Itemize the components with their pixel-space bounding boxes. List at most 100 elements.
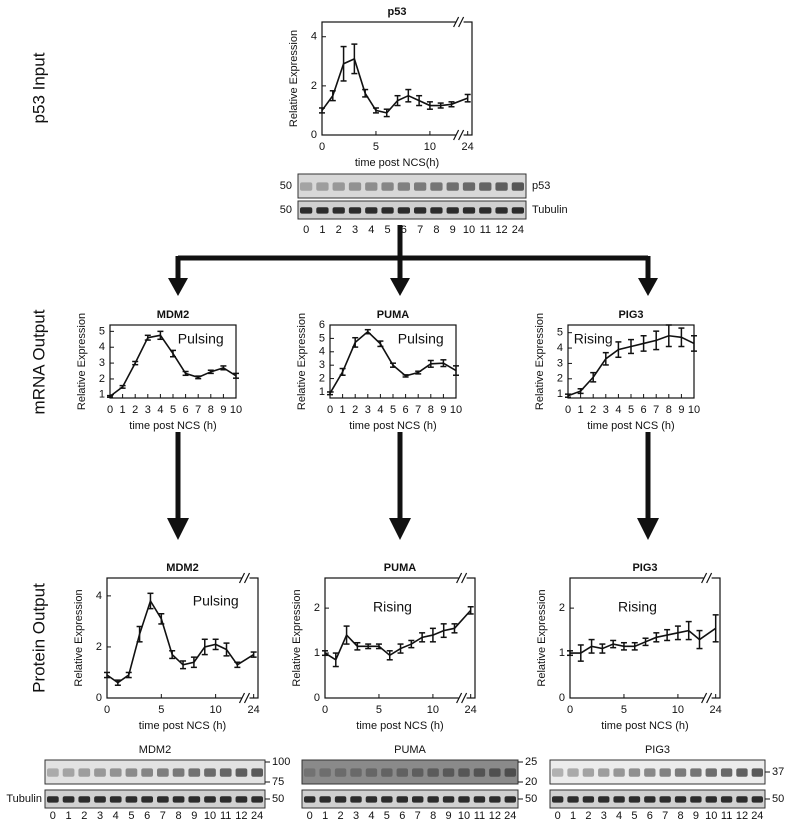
lane-label: 0 [307, 810, 313, 822]
annotation: Pulsing [398, 330, 444, 346]
x-tick-label: 4 [615, 404, 621, 416]
error-bar [352, 336, 359, 348]
lane-label: 8 [176, 810, 182, 822]
x-axis-label: time post NCS (h) [129, 420, 216, 432]
x-tick-label: 24 [248, 704, 260, 716]
blot-band [705, 796, 717, 803]
x-tick-label: 2 [352, 404, 358, 416]
blot-band [251, 768, 263, 777]
error-bar [147, 592, 154, 610]
blot-band [319, 768, 331, 777]
blot-band [446, 207, 459, 214]
marker-label: 50 [772, 793, 784, 805]
blot-band [495, 182, 508, 191]
x-tick-label: 24 [465, 704, 477, 716]
error-bar [405, 88, 412, 103]
axis-break [458, 129, 465, 141]
x-tick-label: 5 [170, 404, 176, 416]
x-tick-label: 9 [678, 404, 684, 416]
y-tick-label: 2 [311, 80, 317, 92]
blot-band [348, 207, 362, 214]
x-tick-label: 5 [376, 704, 382, 716]
blot-band [582, 768, 595, 777]
lane-label: 7 [662, 810, 668, 822]
error-bar [327, 391, 333, 396]
marker-label: 50 [272, 793, 284, 805]
error-bar [351, 43, 358, 75]
y-tick-label: 1 [559, 647, 565, 659]
axis-break-gap [458, 576, 467, 580]
blot-band [109, 768, 122, 777]
blot-band [473, 796, 486, 803]
blot-band [397, 207, 410, 214]
x-tick-label: 10 [688, 404, 700, 416]
x-tick-label: 8 [428, 404, 434, 416]
lane-label: 4 [368, 810, 374, 822]
axis-break-gap [458, 696, 467, 700]
blot-band [462, 182, 476, 191]
x-tick-label: 0 [107, 404, 113, 416]
blot-band [644, 768, 656, 777]
lane-label: 0 [50, 810, 56, 822]
blot-band [62, 768, 75, 777]
blot-band [446, 182, 459, 191]
x-tick-label: 7 [415, 404, 421, 416]
error-bar [464, 93, 471, 103]
error-bar [195, 375, 202, 380]
blot-band [204, 768, 216, 777]
error-bar [588, 638, 595, 654]
blot-band [495, 207, 508, 214]
marker-label: 37 [772, 766, 784, 778]
lane-label: 8 [677, 810, 683, 822]
lane-label: 24 [251, 810, 263, 822]
marker-label: 50 [280, 204, 292, 216]
blot-band [188, 768, 201, 777]
lane-label: 8 [430, 810, 436, 822]
error-bar [440, 359, 447, 368]
lane-label: 6 [399, 810, 405, 822]
lane-label: 10 [463, 224, 475, 236]
row-name: p53 [532, 180, 550, 192]
x-tick-label: 10 [427, 704, 439, 716]
blot-band [78, 768, 91, 777]
error-bar [653, 330, 660, 351]
y-tick-label: 2 [99, 373, 105, 385]
error-bar [451, 623, 458, 634]
lane-label: 5 [385, 224, 391, 236]
lane-label: 12 [489, 810, 501, 822]
lane-label: 4 [113, 810, 119, 822]
error-bar [599, 643, 606, 654]
axis-break-gap [455, 133, 464, 137]
lane-label: 5 [631, 810, 637, 822]
blot-band [188, 796, 201, 803]
error-bar [427, 359, 434, 368]
error-bar [169, 650, 176, 660]
error-bar [665, 324, 672, 348]
blot-band [332, 207, 345, 214]
error-bar [394, 94, 401, 107]
blot-band [251, 796, 263, 803]
blot-band [458, 768, 470, 777]
blot-band [172, 796, 185, 803]
blot-panel [549, 759, 766, 785]
blot-band [736, 768, 748, 777]
blot-band [172, 768, 185, 777]
arrows [167, 225, 659, 540]
blot-band [473, 768, 486, 777]
error-bar [664, 628, 671, 642]
blot-band [94, 768, 106, 777]
error-bar [453, 365, 459, 376]
lane-label: 9 [693, 810, 699, 822]
axis-break [238, 572, 246, 584]
axis-break-gap [241, 696, 250, 700]
y-tick-label: 1 [319, 386, 325, 398]
y-tick-label: 2 [319, 372, 325, 384]
error-bar [375, 643, 382, 650]
marker-label: 20 [525, 776, 537, 788]
lane-label: 7 [417, 224, 423, 236]
error-bar [158, 612, 165, 625]
y-tick-label: 4 [311, 31, 317, 43]
error-bar [322, 650, 328, 657]
x-tick-label: 9 [440, 404, 446, 416]
